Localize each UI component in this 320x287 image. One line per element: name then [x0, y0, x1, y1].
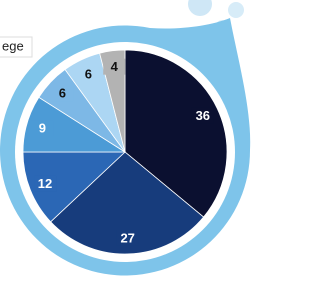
data-label: 4: [111, 59, 119, 74]
pie: 36 27 12 9 6 6 4: [23, 50, 227, 254]
chart: ege 36 27 12 9 6 6 4: [0, 0, 251, 287]
page: {"chart_data": {"type": "pie", "annotati…: [0, 0, 251, 287]
data-label: 12: [38, 176, 52, 191]
annotation: ege: [2, 38, 24, 53]
data-label: 6: [59, 86, 66, 101]
data-label: 9: [39, 120, 46, 135]
data-label: 27: [120, 230, 134, 245]
data-label: 36: [196, 108, 210, 123]
data-label: 6: [85, 67, 92, 82]
